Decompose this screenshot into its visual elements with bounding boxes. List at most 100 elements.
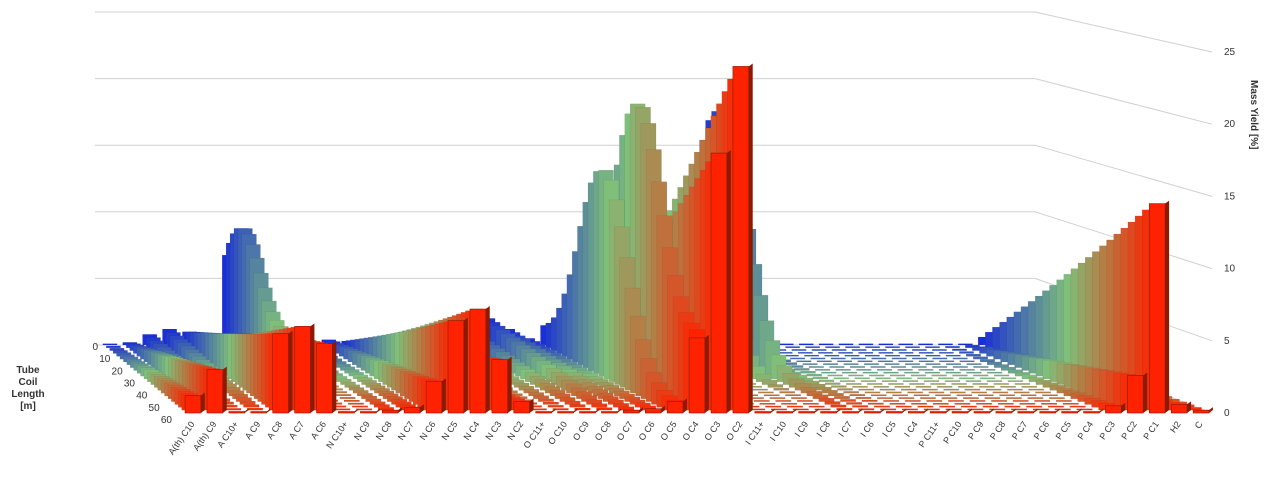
bar-slice (864, 354, 880, 357)
bar-slice (365, 398, 382, 402)
bar-slice (923, 408, 940, 411)
bar-slice (824, 401, 841, 405)
bar-slice (898, 360, 914, 363)
bar-slice (339, 396, 356, 400)
bar-slice (818, 397, 835, 402)
bar-slice (883, 371, 899, 374)
category-label: P C1 (1141, 419, 1161, 441)
bar-slice (852, 405, 869, 408)
front-bar-side (573, 408, 578, 413)
bar-slice (905, 346, 920, 349)
category-label: O C7 (615, 419, 635, 442)
bar-slice (925, 346, 940, 349)
front-bar-side (661, 405, 666, 413)
front-bar-side (398, 407, 403, 413)
bar-slice (911, 366, 927, 368)
bar-slice (938, 351, 954, 354)
bar-slice (883, 400, 900, 402)
category-label: I C6 (858, 419, 876, 438)
bar-slice (956, 394, 973, 397)
bar-slice (824, 382, 841, 385)
front-bar (250, 411, 267, 414)
category-label: O C10 (546, 419, 569, 446)
bar-slice (846, 402, 863, 405)
bar-slice (802, 363, 818, 366)
bar-slice (960, 405, 977, 408)
bar-slice (833, 377, 850, 380)
bar-slice (925, 354, 941, 357)
bar-slice (897, 368, 913, 371)
front-bar (338, 411, 355, 414)
bar-slice (958, 377, 975, 380)
bar-slice (811, 349, 827, 351)
bar-slice (106, 345, 121, 349)
bar-slice (757, 391, 774, 394)
front-bar-side (332, 340, 337, 413)
bar-slice (361, 395, 378, 400)
category-label: I C5 (880, 419, 898, 438)
bar-slice (812, 376, 829, 380)
category-label: O C6 (637, 419, 657, 442)
front-bar-side (858, 408, 863, 413)
front-bar-side (485, 306, 490, 413)
category-label: P C4 (1076, 419, 1096, 441)
bar-slice (868, 374, 885, 377)
front-bar (382, 409, 399, 414)
front-bar-side (1187, 401, 1192, 413)
bar-slice (959, 360, 975, 363)
front-bar (644, 408, 662, 414)
bar-slice (938, 343, 953, 346)
bar-slice (334, 408, 351, 411)
bar-slice (943, 388, 960, 391)
category-label: N C5 (440, 419, 460, 442)
bar-slice (888, 383, 904, 385)
bar-slice (877, 360, 894, 363)
bar-slice (336, 378, 352, 383)
bar-slice (839, 380, 856, 383)
category-label: P C7 (1010, 419, 1030, 441)
front-bar-side (529, 398, 534, 413)
bar-slice (792, 408, 809, 411)
bar-slice (1035, 391, 1051, 394)
category-label: A C7 (287, 419, 306, 441)
front-bar-side (1208, 407, 1213, 413)
bar-slice (533, 395, 549, 400)
bar-slice (877, 397, 893, 400)
bar-slice (871, 349, 887, 351)
front-bar-side (463, 317, 468, 413)
depth-tick-label: 0 (92, 342, 98, 353)
bar-slice (552, 408, 569, 411)
bar-slice (855, 396, 872, 400)
front-bar-side (617, 408, 622, 413)
y-tick-label: 20 (1224, 119, 1236, 130)
bar-slice (849, 366, 866, 368)
front-bar (995, 411, 1012, 414)
bar-slice (759, 402, 776, 405)
front-bar-side (1033, 408, 1038, 413)
front-bar-side (354, 408, 359, 413)
bar-slice (873, 405, 890, 408)
bar-slice (856, 368, 872, 371)
bar-slice (918, 351, 934, 354)
front-bar (184, 395, 202, 414)
front-bar (228, 411, 245, 414)
bar-slice (786, 405, 803, 408)
bar-slice (904, 371, 920, 374)
bar-slice (862, 371, 878, 374)
bar-slice (851, 349, 867, 351)
bar-slice (1014, 383, 1031, 385)
category-label: P C11+ (917, 419, 942, 449)
bar-slice (542, 401, 559, 405)
bar-slice (867, 402, 884, 405)
bar-slice (797, 351, 813, 354)
front-bar (601, 411, 618, 414)
front-bar (864, 411, 881, 414)
bar-slice (767, 384, 784, 388)
bar-slice (907, 391, 924, 394)
bar-slice (987, 371, 1003, 374)
bar-slice (1042, 394, 1058, 397)
bar-slice (900, 388, 917, 391)
bar-slice (932, 402, 949, 405)
front-bar-side (792, 408, 797, 413)
